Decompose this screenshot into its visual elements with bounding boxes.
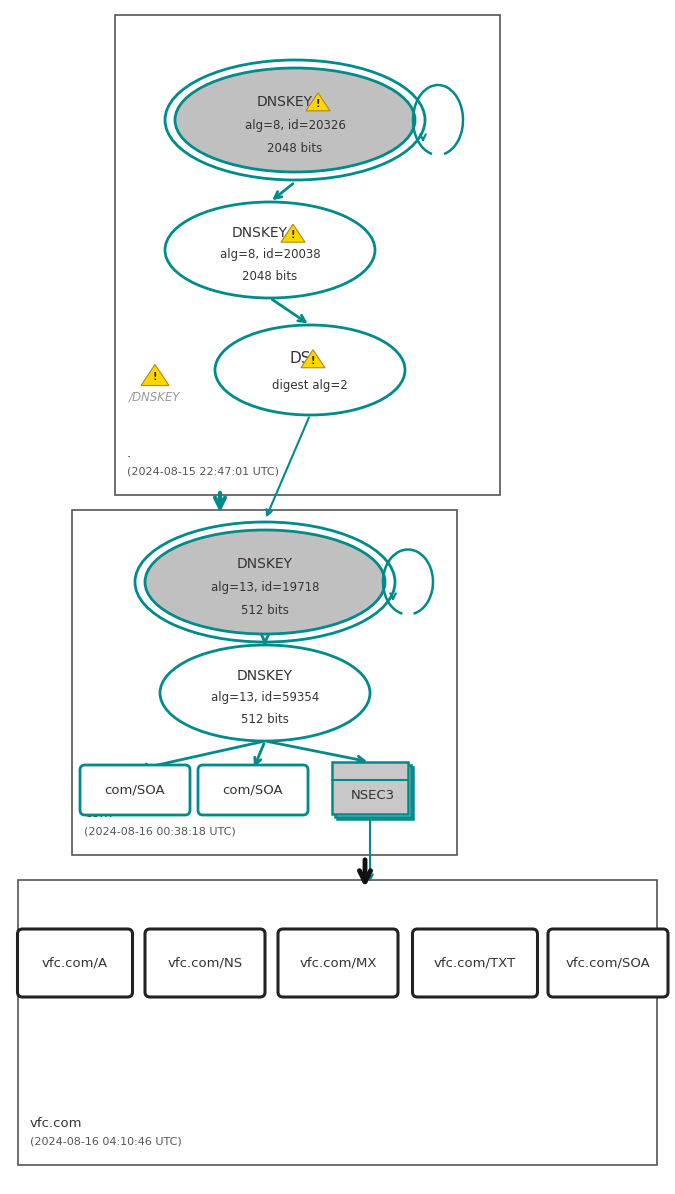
Text: vfc.com/NS: vfc.com/NS: [167, 956, 242, 970]
Text: alg=8, id=20038: alg=8, id=20038: [219, 248, 321, 261]
FancyBboxPatch shape: [548, 929, 668, 997]
Text: DNSKEY: DNSKEY: [232, 226, 288, 240]
Text: 2048 bits: 2048 bits: [267, 142, 323, 155]
FancyBboxPatch shape: [18, 880, 657, 1165]
Text: DNSKEY: DNSKEY: [237, 556, 293, 571]
Text: /DNSKEY: /DNSKEY: [129, 390, 181, 404]
Polygon shape: [281, 224, 305, 242]
Text: 2048 bits: 2048 bits: [242, 270, 298, 283]
Text: !: !: [316, 99, 320, 109]
Ellipse shape: [145, 530, 385, 634]
Text: com: com: [84, 807, 112, 820]
Text: .: .: [127, 447, 131, 460]
FancyBboxPatch shape: [337, 767, 413, 819]
FancyBboxPatch shape: [412, 929, 537, 997]
Text: vfc.com/MX: vfc.com/MX: [299, 956, 377, 970]
Text: 512 bits: 512 bits: [241, 604, 289, 617]
Text: DNSKEY: DNSKEY: [257, 94, 313, 109]
Text: DNSKEY: DNSKEY: [237, 669, 293, 683]
Text: (2024-08-16 04:10:46 UTC): (2024-08-16 04:10:46 UTC): [30, 1137, 182, 1147]
Text: !: !: [310, 356, 315, 365]
Text: alg=8, id=20326: alg=8, id=20326: [244, 118, 346, 131]
FancyBboxPatch shape: [332, 762, 408, 814]
FancyBboxPatch shape: [278, 929, 398, 997]
FancyBboxPatch shape: [198, 765, 308, 816]
FancyBboxPatch shape: [80, 765, 190, 816]
Ellipse shape: [165, 202, 375, 298]
Polygon shape: [306, 93, 330, 111]
Text: vfc.com/SOA: vfc.com/SOA: [566, 956, 651, 970]
Polygon shape: [141, 364, 169, 386]
FancyBboxPatch shape: [335, 764, 410, 817]
Text: (2024-08-15 22:47:01 UTC): (2024-08-15 22:47:01 UTC): [127, 467, 279, 476]
Text: DS: DS: [290, 351, 310, 367]
Text: digest alg=2: digest alg=2: [272, 380, 348, 393]
Polygon shape: [301, 350, 325, 368]
FancyBboxPatch shape: [145, 929, 265, 997]
Text: vfc.com/A: vfc.com/A: [42, 956, 108, 970]
Text: vfc.com/TXT: vfc.com/TXT: [434, 956, 516, 970]
Text: !: !: [291, 230, 295, 240]
FancyBboxPatch shape: [18, 929, 132, 997]
FancyBboxPatch shape: [72, 510, 457, 855]
FancyBboxPatch shape: [115, 16, 500, 496]
Ellipse shape: [175, 68, 415, 172]
Text: vfc.com: vfc.com: [30, 1118, 82, 1130]
Ellipse shape: [160, 645, 370, 741]
Text: com/SOA: com/SOA: [105, 783, 165, 796]
Text: alg=13, id=19718: alg=13, id=19718: [211, 580, 319, 593]
Text: NSEC3: NSEC3: [350, 789, 395, 802]
Text: !: !: [153, 373, 157, 382]
Text: (2024-08-16 00:38:18 UTC): (2024-08-16 00:38:18 UTC): [84, 827, 236, 837]
Text: 512 bits: 512 bits: [241, 713, 289, 726]
Ellipse shape: [215, 325, 405, 416]
Text: alg=13, id=59354: alg=13, id=59354: [211, 691, 319, 704]
Text: com/SOA: com/SOA: [223, 783, 284, 796]
